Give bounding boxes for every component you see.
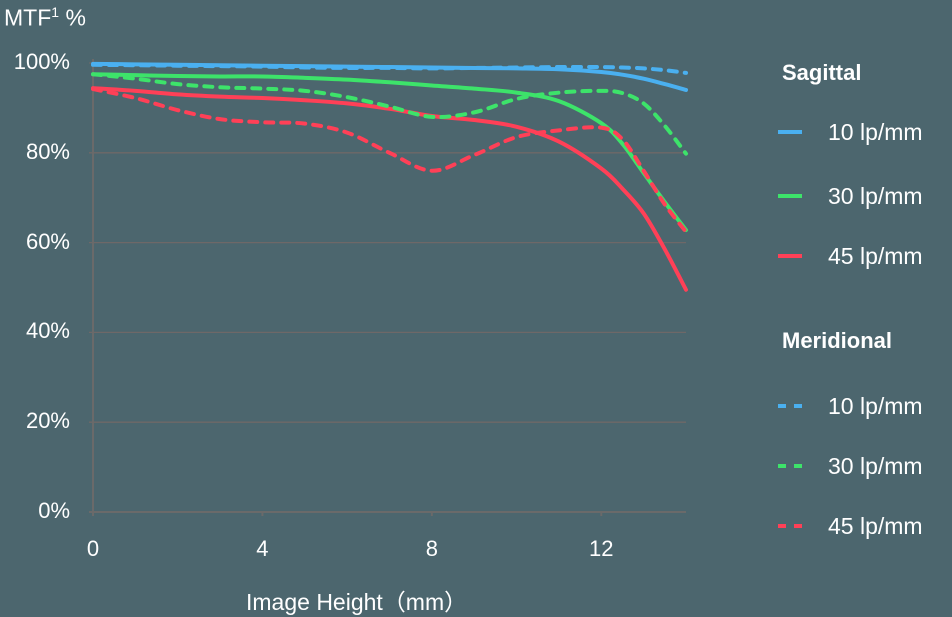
y-tick-label: 100%: [13, 49, 70, 74]
legend-item-sagittal-45: 45 lp/mm: [778, 241, 923, 271]
x-tick-label: 0: [86, 536, 100, 561]
y-tick-label: 60%: [25, 228, 70, 254]
axes: [89, 59, 686, 516]
series-line-meridional-30-lp-mm: [91, 72, 688, 156]
series-line-meridional-45-lp-mm: [91, 87, 688, 234]
solid-line-swatch-icon: [778, 194, 802, 198]
solid-line-swatch-icon: [778, 254, 802, 258]
legend-item-meridional-10: 10 lp/mm: [778, 391, 923, 421]
y-tick-label: 80%: [25, 138, 70, 164]
x-axis-title: Image Height（mm）: [246, 589, 468, 615]
dashed-line-swatch-icon: [778, 464, 802, 468]
series-line-meridional-10-lp-mm: [91, 62, 688, 75]
y-tick-label: 20%: [25, 408, 70, 434]
y-tick-label: 40%: [25, 318, 70, 344]
legend-item-sagittal-10: 10 lp/mm: [778, 117, 923, 147]
series-line-sagittal-30-lp-mm: [91, 72, 688, 233]
data-lines: [91, 61, 688, 292]
dashed-line-swatch-icon: [778, 524, 802, 528]
legend-item-meridional-30: 30 lp/mm: [778, 451, 923, 481]
y-tick-label: 0%: [38, 498, 70, 523]
gridlines: [89, 62, 686, 423]
x-tick-label: 8: [425, 536, 438, 561]
x-tick-label: 4: [256, 536, 269, 561]
y-axis-title: MTF1 %: [4, 4, 86, 31]
legend-title-meridional: Meridional: [782, 328, 893, 353]
legend-item-sagittal-30: 30 lp/mm: [778, 181, 923, 211]
x-tick-label: 12: [589, 536, 614, 561]
dashed-line-swatch-icon: [778, 404, 802, 408]
legend-item-meridional-45: 45 lp/mm: [778, 511, 923, 541]
solid-line-swatch-icon: [778, 130, 802, 134]
legend-title-sagittal: Sagittal: [782, 60, 862, 85]
